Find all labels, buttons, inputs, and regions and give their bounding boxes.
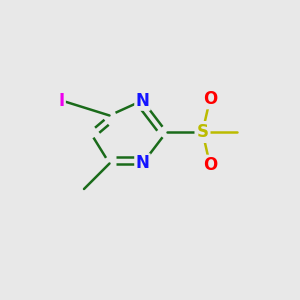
Text: N: N [136,154,149,172]
Text: N: N [136,92,149,110]
Text: S: S [196,123,208,141]
Text: I: I [58,92,64,110]
Text: O: O [203,156,217,174]
Text: O: O [203,90,217,108]
